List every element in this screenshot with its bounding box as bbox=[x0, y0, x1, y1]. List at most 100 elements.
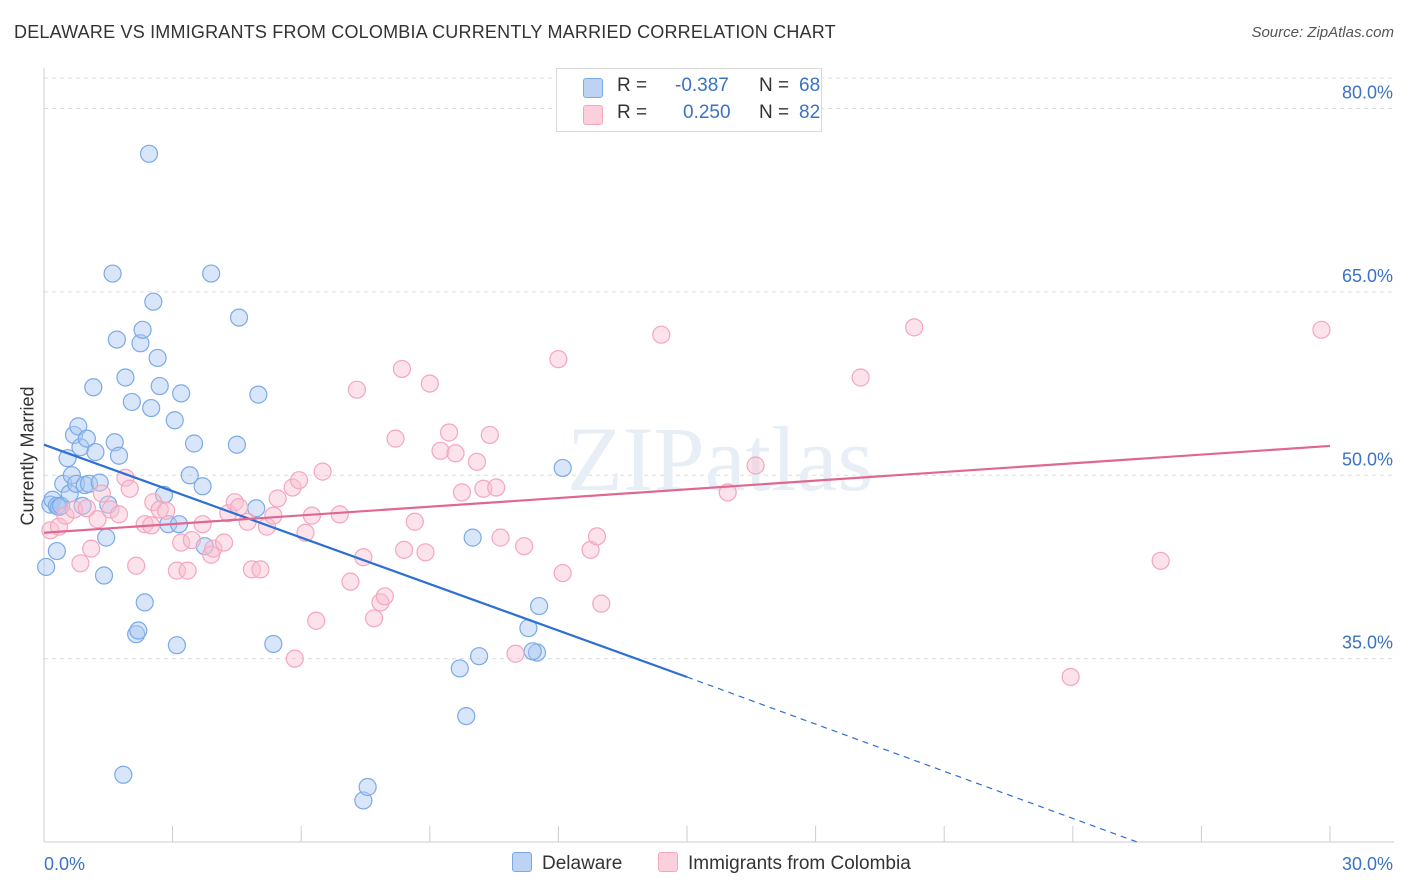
delaware-point bbox=[116, 368, 135, 387]
colombia-point bbox=[474, 479, 493, 498]
stats-legend: R = -0.387 N = 68 R = 0.250 N = 82 bbox=[556, 68, 822, 132]
y-tick-label: 65.0% bbox=[1342, 266, 1393, 286]
delaware-point bbox=[553, 458, 572, 478]
colombia-point bbox=[392, 359, 412, 379]
delaware-point bbox=[530, 596, 549, 616]
r-value: -0.387 bbox=[675, 75, 729, 96]
delaware-point bbox=[165, 411, 184, 430]
colombia-point bbox=[178, 561, 197, 580]
colombia-point bbox=[251, 560, 270, 579]
colombia-point bbox=[851, 368, 870, 387]
x-tick-label: 30.0% bbox=[1342, 854, 1393, 874]
colombia-point bbox=[313, 462, 332, 481]
colombia-point bbox=[416, 543, 435, 562]
colombia-point bbox=[88, 510, 107, 529]
colombia-point bbox=[652, 325, 671, 344]
colombia-point bbox=[285, 649, 304, 668]
n-label: N = bbox=[759, 75, 790, 96]
colombia-point bbox=[283, 478, 302, 497]
colombia-point bbox=[394, 540, 414, 559]
colombia-point bbox=[204, 539, 223, 558]
y-tick-label: 35.0% bbox=[1342, 633, 1393, 653]
colombia-point bbox=[101, 500, 120, 519]
colombia-point bbox=[420, 374, 439, 393]
delaware-point bbox=[47, 541, 66, 561]
colombia-point bbox=[341, 572, 360, 591]
colombia-point bbox=[439, 423, 459, 442]
delaware-point bbox=[202, 264, 221, 283]
colombia-point bbox=[307, 611, 326, 630]
colombia-point bbox=[347, 380, 367, 399]
colombia-point bbox=[491, 528, 510, 547]
colombia-point bbox=[487, 478, 506, 497]
colombia-point bbox=[480, 425, 499, 445]
colombia-point bbox=[1312, 320, 1331, 339]
delaware-point bbox=[105, 433, 124, 452]
colombia-point bbox=[109, 505, 129, 524]
delaware-point bbox=[107, 330, 126, 349]
colombia-point bbox=[452, 483, 472, 502]
colombia-point bbox=[289, 471, 309, 490]
colombia-point bbox=[330, 505, 349, 524]
colombia-point bbox=[127, 556, 146, 575]
colombia-point bbox=[746, 456, 765, 475]
delaware-point bbox=[148, 348, 167, 368]
legend-item-delaware[interactable]: Delaware bbox=[512, 852, 622, 878]
colombia-trend-line bbox=[43, 444, 1331, 534]
colombia-point bbox=[268, 489, 287, 508]
delaware-point bbox=[133, 320, 152, 339]
source-label: Source: ZipAtlas.com bbox=[1251, 24, 1394, 41]
colombia-point bbox=[135, 515, 154, 534]
colombia-point bbox=[375, 587, 394, 606]
colombia-point bbox=[515, 537, 534, 556]
n-label: N = bbox=[759, 102, 790, 123]
r-label: R = bbox=[617, 102, 648, 123]
colombia-point bbox=[446, 444, 465, 463]
delaware-point bbox=[457, 706, 476, 726]
delaware-point bbox=[184, 434, 204, 453]
trend-layer bbox=[43, 443, 1331, 843]
colombia-point bbox=[157, 501, 176, 520]
colombia-point bbox=[1151, 551, 1170, 570]
colombia-point bbox=[364, 609, 384, 628]
delaware-point bbox=[129, 621, 148, 640]
delaware-point bbox=[62, 466, 81, 485]
delaware-point bbox=[135, 593, 154, 612]
colombia-point bbox=[549, 350, 568, 369]
delaware-point bbox=[150, 376, 169, 396]
delaware-trend-line bbox=[43, 443, 688, 679]
y-tick-label: 50.0% bbox=[1342, 449, 1393, 469]
y-tick-label: 80.0% bbox=[1342, 83, 1393, 103]
colombia-point bbox=[182, 530, 201, 550]
colombia-point bbox=[587, 527, 607, 546]
colombia-point bbox=[144, 493, 163, 512]
n-value: 82 bbox=[799, 102, 821, 123]
colombia-point bbox=[77, 499, 96, 518]
legend-label-delaware: Delaware bbox=[542, 853, 623, 874]
delaware-trend-extension bbox=[686, 676, 1138, 843]
delaware-point bbox=[227, 435, 246, 454]
delaware-point bbox=[167, 636, 186, 655]
delaware-point bbox=[94, 566, 114, 585]
delaware-point bbox=[77, 429, 96, 448]
colombia-point bbox=[193, 515, 212, 534]
delaware-point bbox=[109, 446, 129, 465]
colombia-point bbox=[264, 506, 283, 525]
delaware-point bbox=[450, 659, 469, 678]
colombia-point bbox=[150, 500, 169, 519]
x-tick-label: 0.0% bbox=[44, 854, 85, 874]
legend-label-colombia: Immigrants from Colombia bbox=[688, 853, 911, 874]
colombia-point bbox=[405, 512, 424, 531]
n-value: 68 bbox=[799, 75, 821, 96]
colombia-point bbox=[172, 533, 191, 552]
delaware-point bbox=[122, 392, 141, 412]
delaware-point bbox=[172, 384, 191, 403]
colombia-point bbox=[214, 533, 234, 552]
r-label: R = bbox=[617, 75, 648, 96]
chart-title: DELAWARE VS IMMIGRANTS FROM COLOMBIA CUR… bbox=[14, 22, 836, 42]
colombia-point bbox=[82, 539, 101, 558]
legend-item-colombia[interactable]: Immigrants from Colombia bbox=[658, 852, 911, 878]
delaware-point bbox=[180, 466, 199, 485]
delaware-point bbox=[144, 292, 163, 311]
colombia-point bbox=[718, 483, 737, 502]
